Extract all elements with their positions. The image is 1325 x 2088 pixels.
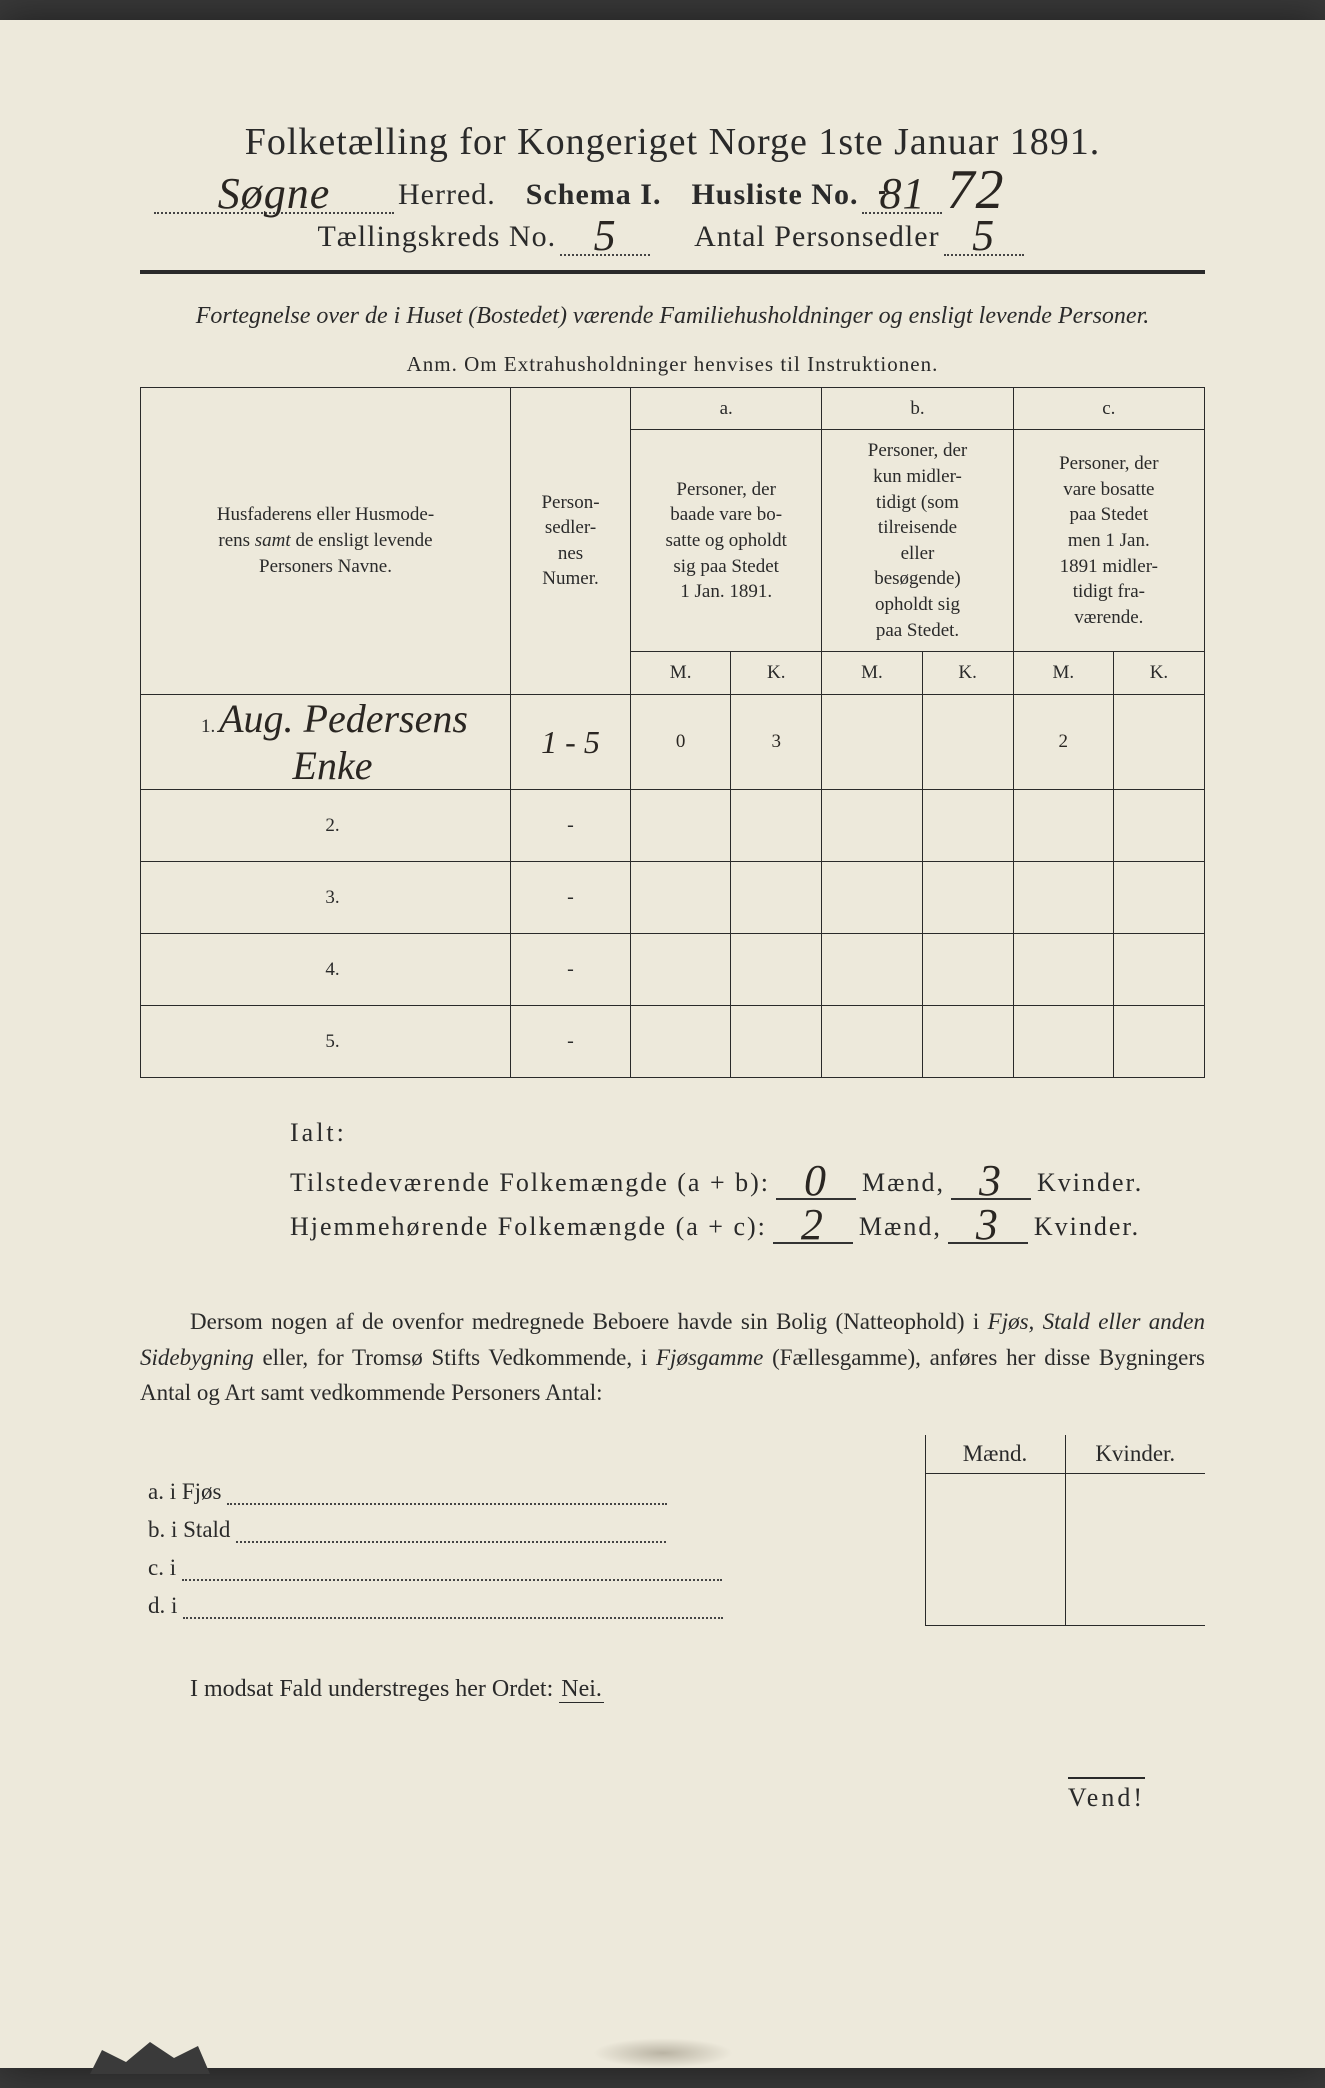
col-b-m: M. (822, 652, 922, 695)
cell-bM (822, 695, 922, 790)
present-pop-line: Tilstedeværende Folkemængde (a + b): 0 M… (290, 1166, 1205, 1200)
nei-word: Nei. (559, 1676, 604, 1703)
kreds-field: 5 (560, 220, 650, 256)
row-name-cell: 2. (141, 790, 511, 862)
col-c-k: K. (1113, 652, 1204, 695)
col-c-top: c. (1013, 387, 1204, 430)
row-name-cell: 3. (141, 862, 511, 934)
table-row: 2. (141, 790, 1205, 862)
col-a-desc: Personer, derbaade vare bo-satte og opho… (631, 430, 822, 652)
mk-maend: Mænd. (925, 1435, 1065, 1474)
census-form-page: Folketælling for Kongeriget Norge 1ste J… (0, 20, 1325, 2068)
mk-kvinder: Kvinder. (1065, 1435, 1205, 1474)
kreds-label: Tællingskreds No. (317, 220, 556, 254)
row-nums-cell: 1 - 5 (511, 695, 631, 790)
col-a-m: M. (631, 652, 731, 695)
col-b-desc: Personer, derkun midler-tidigt (somtilre… (822, 430, 1013, 652)
row-nums-cell (511, 862, 631, 934)
divider-top (140, 270, 1205, 274)
antal-field: 5 (944, 220, 1024, 256)
col-c-desc: Personer, dervare bosattepaa Stedetmen 1… (1013, 430, 1204, 652)
l1-k-field: 3 (951, 1166, 1031, 1200)
husliste-value: 72 (946, 176, 1004, 204)
table-row: 3. (141, 862, 1205, 934)
ialt-title: Ialt: (290, 1118, 1205, 1148)
outbuilding-paragraph: Dersom nogen af de ovenfor medregnede Be… (140, 1304, 1205, 1411)
col-header-names: Husfaderens eller Husmode-rens samt de e… (141, 387, 511, 694)
household-table: Husfaderens eller Husmode-rens samt de e… (140, 387, 1205, 1078)
row-name-cell: 5. (141, 1006, 511, 1078)
husliste-label: Husliste No. (691, 178, 858, 212)
mk-row-c: c. i (140, 1549, 1205, 1587)
row-nums-cell (511, 1006, 631, 1078)
subtitle: Fortegnelse over de i Huset (Bostedet) v… (140, 300, 1205, 334)
table-row: 1.Aug. Pedersens Enke 1 - 5 0 3 2 (141, 695, 1205, 790)
col-a-top: a. (631, 387, 822, 430)
totals-block: Ialt: Tilstedeværende Folkemængde (a + b… (290, 1118, 1205, 1244)
cell-cK (1113, 695, 1204, 790)
page-smudge (593, 2038, 733, 2068)
cell-aM: 0 (631, 695, 731, 790)
outbuilding-table: Mænd. Kvinder. a. i Fjøs b. i Stald c. i… (140, 1435, 1205, 1626)
page-title: Folketælling for Kongeriget Norge 1ste J… (140, 120, 1205, 164)
herred-field: Søgne (154, 178, 394, 214)
page-tear (90, 2034, 210, 2074)
l2-m-field: 2 (773, 1210, 853, 1244)
row-nums-cell (511, 934, 631, 1006)
l1-m-field: 0 (776, 1166, 856, 1200)
vend-label: Vend! (140, 1783, 1205, 1813)
col-b-top: b. (822, 387, 1013, 430)
schema-label: Schema I. (526, 178, 662, 212)
husliste-strike-field: 81 (862, 178, 942, 214)
cell-bK (922, 695, 1013, 790)
mk-row-b: b. i Stald (140, 1511, 1205, 1549)
col-c-m: M. (1013, 652, 1113, 695)
herred-label: Herred. (398, 178, 496, 212)
col-b-k: K. (922, 652, 1013, 695)
mk-row-d: d. i (140, 1587, 1205, 1625)
col-a-k: K. (731, 652, 822, 695)
table-row: 5. (141, 1006, 1205, 1078)
l2-k-field: 3 (948, 1210, 1028, 1244)
cell-aK: 3 (731, 695, 822, 790)
row-name-cell: 1.Aug. Pedersens Enke (141, 695, 511, 790)
resident-pop-line: Hjemmehørende Folkemængde (a + c): 2 Mæn… (290, 1210, 1205, 1244)
cell-cM: 2 (1013, 695, 1113, 790)
table-row: 4. (141, 934, 1205, 1006)
anm-note: Anm. Om Extrahusholdninger henvises til … (140, 352, 1205, 377)
row-nums-cell (511, 790, 631, 862)
table-body: 1.Aug. Pedersens Enke 1 - 5 0 3 2 2. 3. (141, 695, 1205, 1078)
row-name-cell: 4. (141, 934, 511, 1006)
antal-label: Antal Personsedler (694, 220, 939, 254)
nei-line: I modsat Fald understreges her Ordet: Ne… (140, 1676, 1205, 1703)
header-line-2: Tællingskreds No. 5 Antal Personsedler 5 (140, 220, 1205, 256)
col-header-nums: Person-sedler-nesNumer. (511, 387, 631, 694)
header-line-1: Søgne Herred. Schema I. Husliste No. 81 … (140, 172, 1205, 214)
mk-row-a: a. i Fjøs (140, 1473, 1205, 1511)
